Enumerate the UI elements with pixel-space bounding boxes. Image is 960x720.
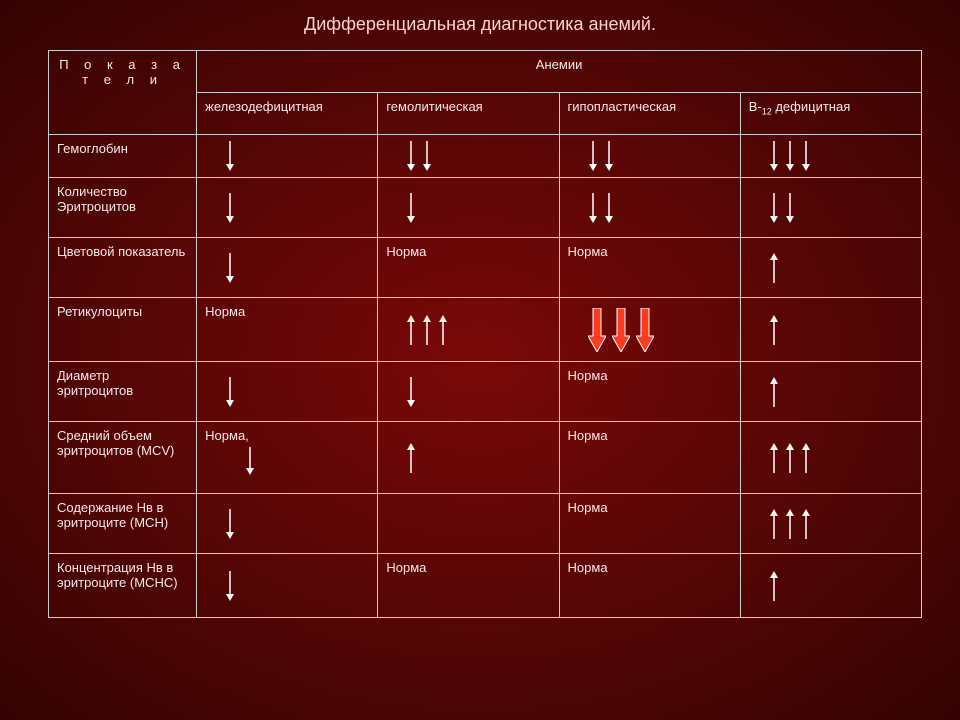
arrow-down-icon — [406, 377, 416, 407]
row-color-index: Цветовой показатель Норма Норма — [49, 238, 922, 298]
arrow-down-icon — [588, 193, 598, 223]
arrow-down-icon — [588, 141, 598, 171]
arrow-down-icon — [225, 253, 235, 283]
cell: Норма — [559, 554, 740, 618]
arrow-down-icon — [225, 377, 235, 407]
anemia-table: П о к а з а т е л и Анемии железодефицит… — [48, 50, 922, 618]
row-label: Концентрация Нв в эритроците (МСНС) — [49, 554, 197, 618]
arrow-down-icon — [225, 509, 235, 539]
row-label: Средний объем эритроцитов (MCV) — [49, 422, 197, 494]
cell — [197, 554, 378, 618]
cell — [559, 298, 740, 362]
row-mch: Содержание Нв в эритроците (МСН) Норма — [49, 494, 922, 554]
row-hemoglobin: Гемоглобин — [49, 135, 922, 178]
cell: Норма — [197, 298, 378, 362]
cell: Норма, — [197, 422, 378, 494]
arrow-up-icon — [769, 571, 779, 601]
arrow-down-icon — [785, 193, 795, 223]
row-label: Ретикулоциты — [49, 298, 197, 362]
arrow-up-icon — [406, 443, 416, 473]
cell — [378, 298, 559, 362]
cell — [559, 178, 740, 238]
cell — [378, 362, 559, 422]
cell — [378, 494, 559, 554]
cell — [197, 135, 378, 178]
arrow-down-icon — [406, 193, 416, 223]
cell: Норма — [378, 238, 559, 298]
cell: Норма — [559, 238, 740, 298]
arrow-down-icon — [225, 141, 235, 171]
cell: Норма — [559, 362, 740, 422]
page-title: Дифференциальная диагностика анемий. — [0, 0, 960, 43]
row-label: Количество Эритроцитов — [49, 178, 197, 238]
cell — [197, 494, 378, 554]
arrow-down-icon — [785, 141, 795, 171]
row-label: Цветовой показатель — [49, 238, 197, 298]
arrow-up-icon — [422, 315, 432, 345]
arrow-down-icon — [769, 141, 779, 171]
row-mchc: Концентрация Нв в эритроците (МСНС) Норм… — [49, 554, 922, 618]
cell: Норма — [378, 554, 559, 618]
arrow-down-icon — [769, 193, 779, 223]
cell — [378, 178, 559, 238]
cell — [197, 362, 378, 422]
arrow-up-icon — [769, 509, 779, 539]
cell — [740, 298, 921, 362]
header-row-1: П о к а з а т е л и Анемии — [49, 51, 922, 93]
header-col4: В-12 дефицитная — [740, 93, 921, 135]
arrow-down-icon — [604, 141, 614, 171]
row-label: Гемоглобин — [49, 135, 197, 178]
arrow-down-thick-icon — [612, 308, 630, 352]
row-diameter: Диаметр эритроцитов Норма — [49, 362, 922, 422]
cell — [740, 494, 921, 554]
cell — [378, 135, 559, 178]
cell — [559, 135, 740, 178]
cell: Норма — [559, 422, 740, 494]
arrow-up-icon — [769, 443, 779, 473]
arrow-down-icon — [225, 571, 235, 601]
arrow-down-icon — [604, 193, 614, 223]
arrow-down-icon — [422, 141, 432, 171]
cell — [197, 238, 378, 298]
header-col3: гипопластическая — [559, 93, 740, 135]
arrow-up-icon — [769, 315, 779, 345]
cell — [740, 362, 921, 422]
arrow-up-icon — [406, 315, 416, 345]
header-col2: гемолитическая — [378, 93, 559, 135]
arrow-down-icon — [245, 447, 255, 475]
header-col1: железодефицитная — [197, 93, 378, 135]
cell — [740, 135, 921, 178]
row-reticulocytes: Ретикулоциты Норма — [49, 298, 922, 362]
cell — [378, 422, 559, 494]
cell — [740, 178, 921, 238]
row-mcv: Средний объем эритроцитов (MCV) Норма, Н… — [49, 422, 922, 494]
header-indicators: П о к а з а т е л и — [49, 51, 197, 135]
cell — [740, 238, 921, 298]
arrow-down-icon — [225, 193, 235, 223]
arrow-up-icon — [438, 315, 448, 345]
cell — [197, 178, 378, 238]
arrow-down-icon — [406, 141, 416, 171]
cell: Норма — [559, 494, 740, 554]
row-label: Содержание Нв в эритроците (МСН) — [49, 494, 197, 554]
arrow-up-icon — [801, 509, 811, 539]
arrow-up-icon — [769, 377, 779, 407]
header-anemias: Анемии — [197, 51, 922, 93]
arrow-up-icon — [769, 253, 779, 283]
arrow-down-icon — [801, 141, 811, 171]
row-erythrocyte-count: Количество Эритроцитов — [49, 178, 922, 238]
row-label: Диаметр эритроцитов — [49, 362, 197, 422]
cell — [740, 422, 921, 494]
arrow-down-thick-icon — [636, 308, 654, 352]
arrow-up-icon — [785, 509, 795, 539]
arrow-down-thick-icon — [588, 308, 606, 352]
cell — [740, 554, 921, 618]
arrow-up-icon — [801, 443, 811, 473]
anemia-table-container: П о к а з а т е л и Анемии железодефицит… — [48, 50, 922, 618]
arrow-up-icon — [785, 443, 795, 473]
